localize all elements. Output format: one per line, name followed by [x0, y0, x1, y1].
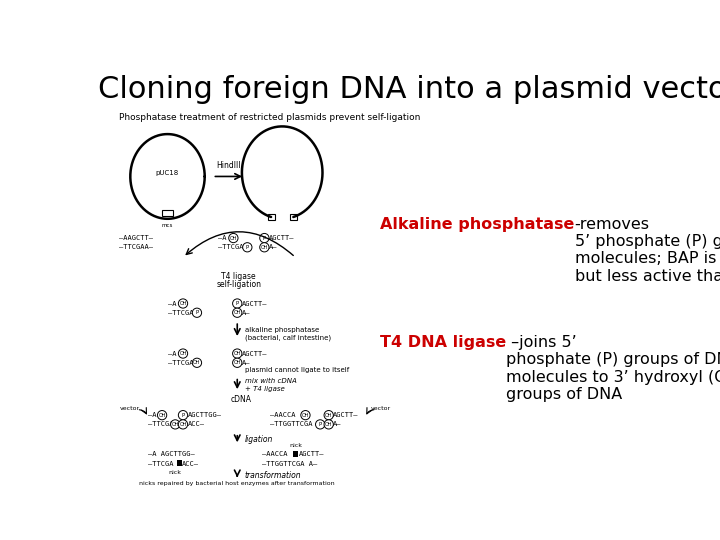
Text: pUC18: pUC18 — [156, 170, 179, 176]
Circle shape — [192, 308, 202, 318]
Text: Phosphatase treatment of restricted plasmids prevent self-ligation: Phosphatase treatment of restricted plas… — [120, 113, 420, 122]
Text: T4 DNA ligase: T4 DNA ligase — [380, 335, 506, 350]
Text: —A: —A — [168, 300, 176, 307]
Text: —TTCGA: —TTCGA — [148, 421, 174, 427]
Circle shape — [324, 410, 333, 420]
Text: OH: OH — [325, 413, 333, 417]
Text: OH: OH — [171, 422, 179, 427]
Text: —A: —A — [148, 412, 157, 418]
Text: A—: A— — [333, 421, 342, 427]
Text: nick: nick — [168, 470, 181, 475]
Text: P: P — [318, 422, 322, 427]
Circle shape — [260, 233, 269, 242]
Text: AGCTT—: AGCTT— — [269, 235, 294, 241]
Text: —AACCA: —AACCA — [262, 451, 287, 457]
Text: mix with cDNA: mix with cDNA — [245, 379, 297, 384]
Circle shape — [233, 308, 242, 318]
Text: alkaline phosphatase: alkaline phosphatase — [245, 327, 319, 333]
Text: ligation: ligation — [245, 435, 274, 444]
Text: —TTCGA: —TTCGA — [168, 360, 193, 366]
Text: ACC—: ACC— — [182, 461, 199, 467]
Text: —TTCGA: —TTCGA — [218, 244, 243, 251]
Text: A—: A— — [242, 360, 251, 366]
Circle shape — [260, 242, 269, 252]
Text: P: P — [181, 413, 184, 417]
Text: —AAGCTT—: —AAGCTT— — [120, 235, 153, 241]
Text: P: P — [246, 245, 249, 250]
Text: nick: nick — [289, 443, 302, 448]
Text: plasmid cannot ligate to itself: plasmid cannot ligate to itself — [245, 368, 349, 374]
FancyBboxPatch shape — [162, 211, 173, 217]
FancyBboxPatch shape — [293, 450, 299, 457]
Circle shape — [229, 233, 238, 242]
Text: OH: OH — [261, 245, 268, 250]
Text: OH: OH — [179, 422, 186, 427]
Text: AGCTT—: AGCTT— — [242, 300, 267, 307]
Text: + T4 ligase: + T4 ligase — [245, 386, 284, 392]
Text: vector: vector — [371, 407, 391, 411]
Text: —AACCA: —AACCA — [270, 412, 295, 418]
Text: P: P — [195, 310, 199, 315]
Text: —TTGGTTCGA A—: —TTGGTTCGA A— — [262, 461, 318, 467]
Text: AGCTTGG—: AGCTTGG— — [188, 412, 222, 418]
Text: T4 ligase: T4 ligase — [222, 272, 256, 281]
Circle shape — [233, 358, 242, 367]
Text: OH: OH — [233, 360, 241, 365]
Text: HindIII: HindIII — [217, 161, 241, 170]
FancyBboxPatch shape — [290, 214, 297, 220]
Text: —A: —A — [218, 235, 226, 241]
Text: cDNA: cDNA — [230, 395, 251, 404]
Text: A—: A— — [242, 310, 251, 316]
Circle shape — [179, 410, 188, 420]
Text: vector: vector — [120, 407, 140, 411]
Circle shape — [179, 299, 188, 308]
Text: —TTCGAA—: —TTCGAA— — [120, 244, 153, 251]
Text: OH: OH — [193, 360, 201, 365]
Circle shape — [158, 410, 167, 420]
Text: OH: OH — [158, 413, 166, 417]
Text: nicks repaired by bacterial host enzymes after transformation: nicks repaired by bacterial host enzymes… — [140, 481, 335, 485]
Text: —TTCGA: —TTCGA — [168, 310, 193, 316]
Circle shape — [179, 420, 188, 429]
Text: transformation: transformation — [245, 471, 302, 480]
Text: OH: OH — [325, 422, 333, 427]
Text: OH: OH — [179, 351, 186, 356]
Text: (bacterial, calf intestine): (bacterial, calf intestine) — [245, 334, 331, 341]
Text: P: P — [263, 235, 266, 240]
Circle shape — [243, 242, 252, 252]
Text: —A: —A — [168, 350, 176, 356]
FancyBboxPatch shape — [177, 460, 182, 466]
Text: AGCTT—: AGCTT— — [242, 350, 267, 356]
Text: —TTGGTTCGA: —TTGGTTCGA — [270, 421, 312, 427]
Text: AGCTT—: AGCTT— — [299, 451, 324, 457]
Circle shape — [233, 349, 242, 358]
Circle shape — [324, 420, 333, 429]
Text: OH: OH — [179, 301, 186, 306]
Text: —TTCGA: —TTCGA — [148, 461, 174, 467]
Text: -removes
5’ phosphate (P) groups of DNA
molecules; BAP is more stable
but less a: -removes 5’ phosphate (P) groups of DNA … — [575, 217, 720, 284]
Text: self-ligation: self-ligation — [216, 280, 261, 289]
Text: OH: OH — [233, 310, 241, 315]
Text: Cloning foreign DNA into a plasmid vector: Cloning foreign DNA into a plasmid vecto… — [98, 75, 720, 104]
Text: A—: A— — [269, 244, 277, 251]
Circle shape — [233, 299, 242, 308]
Text: –joins 5’
phosphate (P) groups of DNA
molecules to 3’ hydroxyl (OH)
groups of DN: –joins 5’ phosphate (P) groups of DNA mo… — [506, 335, 720, 402]
Text: OH: OH — [230, 235, 237, 240]
Circle shape — [179, 349, 188, 358]
Text: OH: OH — [233, 351, 241, 356]
Text: mcs: mcs — [162, 222, 174, 228]
Text: OH: OH — [302, 413, 309, 417]
Circle shape — [315, 420, 325, 429]
Circle shape — [171, 420, 180, 429]
Circle shape — [192, 358, 202, 367]
Text: —A AGCTTGG—: —A AGCTTGG— — [148, 451, 195, 457]
Text: ACC—: ACC— — [188, 421, 204, 427]
FancyBboxPatch shape — [268, 214, 274, 220]
Text: Alkaline phosphatase: Alkaline phosphatase — [380, 217, 575, 232]
Text: P: P — [235, 301, 239, 306]
Circle shape — [301, 410, 310, 420]
Text: AGCTT—: AGCTT— — [333, 412, 359, 418]
